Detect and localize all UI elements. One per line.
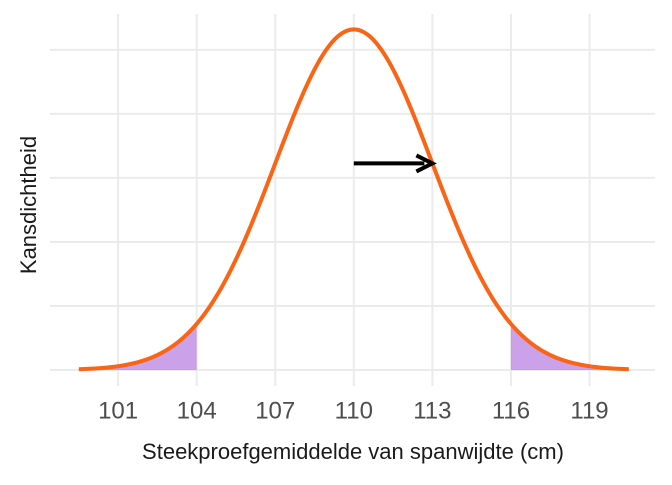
- x-tick-label: 104: [177, 397, 217, 424]
- x-axis-title: Steekproefgemiddelde van spanwijdte (cm): [142, 439, 564, 464]
- x-tick-label: 101: [98, 397, 138, 424]
- x-tick-label: 107: [255, 397, 295, 424]
- x-tick-label: 110: [335, 397, 373, 424]
- x-tick-label: 119: [570, 397, 608, 424]
- arrow-head: [415, 153, 437, 174]
- shaded-tail: [78, 323, 197, 370]
- y-axis-title: Kansdichtheid: [16, 136, 41, 274]
- x-tick-label: 116: [492, 397, 530, 424]
- x-tick-label: 113: [413, 397, 451, 424]
- density-curve: [78, 27, 629, 372]
- shaded-tail: [510, 323, 629, 370]
